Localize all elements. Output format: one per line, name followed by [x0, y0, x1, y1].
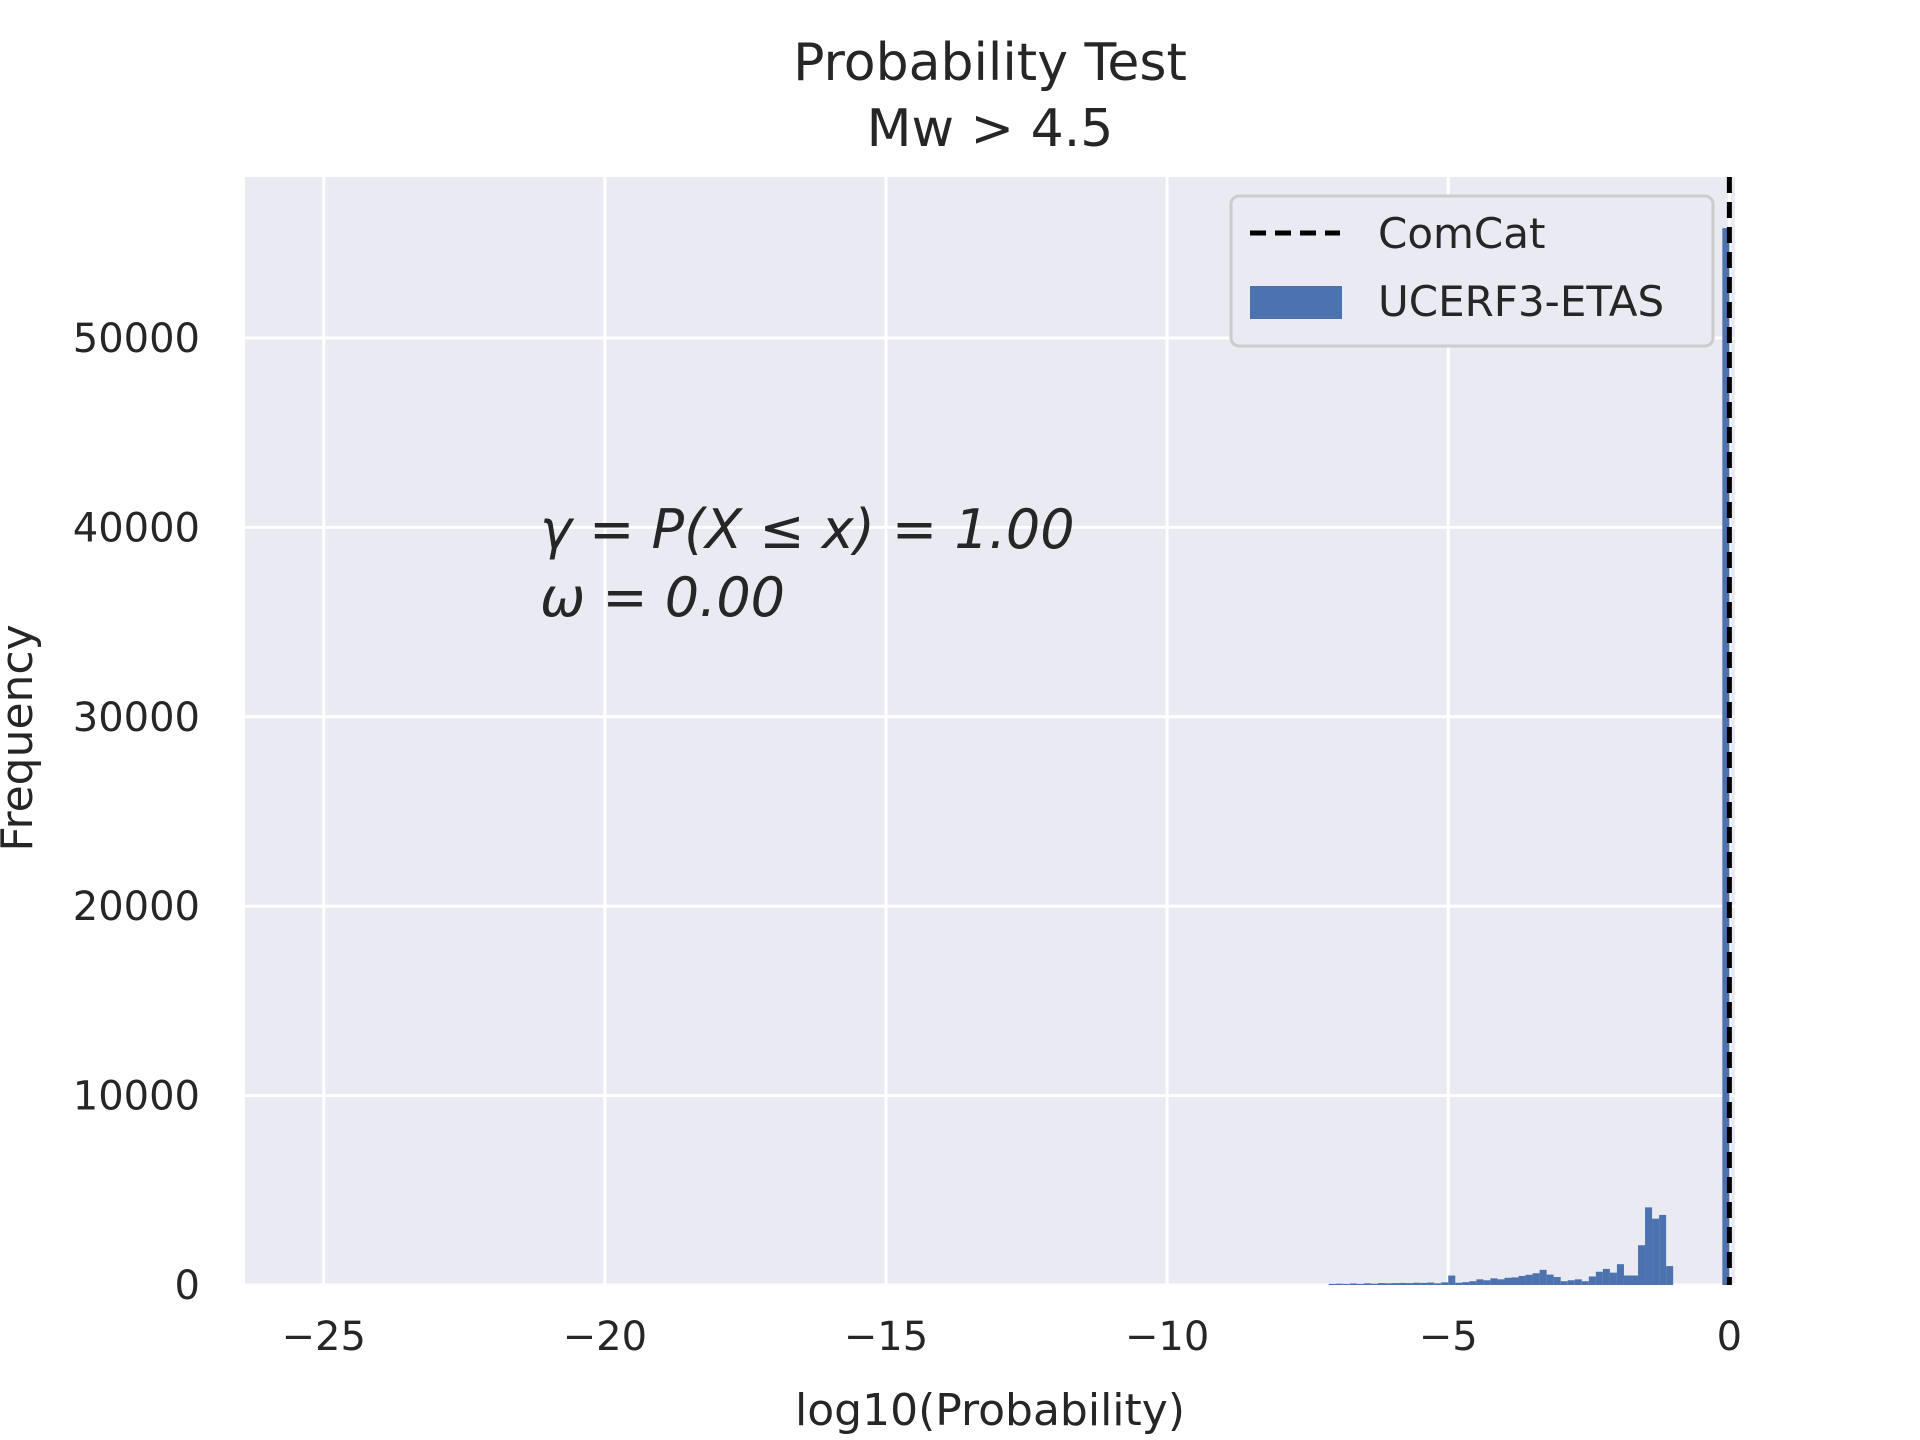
histogram-bar [1342, 1283, 1350, 1285]
histogram-bar [1546, 1274, 1554, 1285]
histogram-bar [1659, 1214, 1667, 1285]
histogram-bar [1363, 1283, 1371, 1285]
histogram-bar [1504, 1277, 1512, 1285]
legend: ComCat UCERF3-ETAS [1229, 194, 1715, 348]
y-tick-label: 30000 [73, 695, 200, 741]
histogram-bar [1483, 1280, 1491, 1285]
histogram-bar [1497, 1279, 1505, 1285]
histogram-bar [1553, 1277, 1561, 1285]
histogram-bar [1384, 1283, 1393, 1285]
annotation-omega: ω = 0.00 [540, 566, 785, 629]
x-tick-label: −20 [563, 1314, 647, 1360]
y-tick-label: 50000 [73, 316, 200, 362]
histogram-bar [1574, 1279, 1582, 1285]
histogram-bar [1645, 1207, 1653, 1285]
grid-lines [245, 177, 1735, 1287]
x-axis-ticks: −25 −20 −15 −10 −5 0 [282, 1314, 1743, 1360]
plot-area [245, 177, 1735, 1285]
x-tick-label: 0 [1717, 1314, 1742, 1360]
x-axis-label: log10(Probability) [795, 1385, 1185, 1436]
histogram-bar [1335, 1283, 1343, 1285]
histogram-bar [1434, 1283, 1442, 1285]
histogram-bar [1413, 1282, 1421, 1285]
histogram-bar [1588, 1276, 1596, 1285]
histogram-bar [1427, 1282, 1435, 1285]
histogram-bar [1630, 1275, 1639, 1285]
x-tick-label: −15 [844, 1314, 928, 1360]
legend-comcat-label: ComCat [1378, 209, 1545, 258]
histogram-bar [1441, 1282, 1449, 1285]
histogram-bar [1638, 1245, 1646, 1285]
histogram-bar [1666, 1266, 1674, 1285]
legend-ucerf3-swatch [1250, 286, 1342, 319]
histogram-bar [1377, 1283, 1385, 1285]
histogram-bar [1623, 1275, 1631, 1285]
histogram-bar [1511, 1277, 1519, 1285]
y-axis-ticks: 0 10000 20000 30000 40000 50000 [73, 316, 200, 1309]
histogram-bar [1328, 1283, 1336, 1285]
histogram-bar [1462, 1282, 1470, 1285]
histogram-bar [1490, 1278, 1498, 1285]
histogram-bar [1602, 1268, 1610, 1285]
histogram-bar [1652, 1218, 1660, 1285]
histogram-bar [1532, 1273, 1540, 1285]
histogram-bar [1581, 1281, 1589, 1285]
chart-title: Probability Test [793, 33, 1187, 93]
histogram-bar [1567, 1280, 1575, 1285]
y-tick-label: 10000 [73, 1074, 200, 1120]
histogram-bar [1560, 1281, 1568, 1285]
histogram-bar [1722, 228, 1730, 1286]
histogram-bars [1328, 228, 1730, 1286]
y-tick-label: 20000 [73, 884, 200, 930]
histogram-bar [1595, 1271, 1603, 1285]
histogram-bar [1349, 1283, 1357, 1285]
x-tick-label: −25 [282, 1314, 366, 1360]
x-tick-label: −5 [1419, 1314, 1478, 1360]
histogram-bar [1518, 1275, 1526, 1285]
histogram-bar [1356, 1283, 1364, 1285]
chart-subtitle: Mw > 4.5 [867, 99, 1114, 159]
histogram-bar [1616, 1264, 1624, 1285]
histogram-bar [1370, 1283, 1378, 1285]
annotation-gamma: γ = P(X ≤ x) = 1.00 [540, 498, 1075, 561]
histogram-bar [1469, 1281, 1477, 1285]
histogram-bar [1406, 1283, 1414, 1285]
histogram-bar [1476, 1279, 1484, 1285]
histogram-bar [1455, 1282, 1463, 1285]
y-tick-label: 0 [175, 1263, 200, 1309]
histogram-bar [1420, 1282, 1428, 1285]
histogram-bar [1392, 1283, 1400, 1285]
histogram-bar [1399, 1282, 1407, 1285]
x-tick-label: −10 [1125, 1314, 1209, 1360]
legend-box [1229, 194, 1715, 348]
histogram-bar [1539, 1269, 1547, 1285]
legend-ucerf3-label: UCERF3-ETAS [1378, 277, 1664, 326]
y-tick-label: 40000 [73, 505, 200, 551]
histogram-bar [1525, 1274, 1533, 1285]
y-axis-label: Frequency [0, 624, 43, 851]
histogram-bar [1609, 1272, 1617, 1285]
histogram-bar [1448, 1275, 1456, 1285]
